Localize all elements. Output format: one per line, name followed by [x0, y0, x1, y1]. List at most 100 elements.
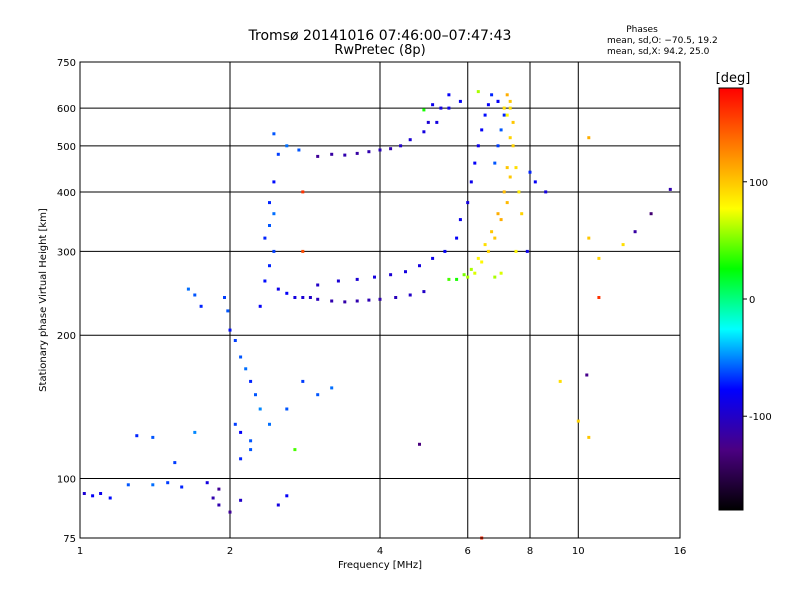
data-point — [668, 187, 672, 191]
data-point — [418, 442, 421, 446]
data-point — [505, 201, 509, 205]
data-point — [258, 304, 262, 308]
colorbar-label: [deg] — [716, 71, 751, 86]
data-point — [199, 304, 203, 308]
data-point — [408, 138, 412, 142]
data-point — [285, 494, 289, 498]
x-tick-label: 2 — [227, 546, 233, 557]
data-point — [576, 419, 580, 423]
data-point — [558, 379, 562, 383]
data-point — [211, 496, 215, 500]
data-point — [422, 290, 426, 294]
data-point — [490, 93, 494, 97]
data-point — [473, 271, 477, 275]
x-tick-label: 1 — [77, 546, 83, 557]
data-point — [447, 106, 451, 110]
colorbar-tick-label: 100 — [749, 178, 768, 189]
data-point — [499, 271, 503, 275]
data-point — [239, 498, 243, 502]
data-point — [476, 256, 480, 260]
data-point — [473, 161, 477, 165]
data-point — [263, 279, 267, 283]
data-point — [511, 120, 515, 124]
data-point — [193, 430, 197, 434]
data-point — [228, 510, 232, 514]
data-point — [276, 152, 280, 156]
data-point — [439, 106, 443, 110]
data-point — [493, 161, 497, 165]
data-point — [587, 236, 591, 240]
data-point — [389, 147, 393, 151]
data-point — [367, 150, 371, 154]
data-point — [525, 249, 529, 253]
data-point — [587, 435, 591, 439]
data-point — [493, 275, 497, 279]
data-point — [476, 90, 480, 94]
y-tick-label: 500 — [57, 142, 76, 153]
data-point — [99, 492, 103, 495]
data-point — [316, 297, 320, 301]
data-point — [496, 212, 500, 216]
data-point — [469, 180, 473, 184]
y-tick-label: 100 — [57, 475, 76, 486]
data-point — [404, 270, 407, 274]
chart-subtitle: RwPretec (8p) — [334, 43, 425, 58]
data-point — [431, 103, 435, 107]
grid-lines — [80, 62, 680, 538]
data-point — [514, 249, 518, 253]
data-point — [466, 275, 470, 279]
data-point — [316, 154, 320, 158]
data-point — [226, 309, 230, 313]
data-point — [422, 130, 426, 134]
data-point — [355, 277, 359, 281]
data-point — [186, 287, 190, 291]
data-point — [422, 108, 426, 112]
data-point — [649, 212, 653, 216]
data-point — [272, 212, 276, 216]
data-point — [508, 106, 512, 110]
data-point — [233, 422, 237, 426]
data-point — [239, 355, 243, 359]
data-point — [520, 212, 524, 216]
data-point — [394, 296, 398, 299]
data-point — [533, 180, 537, 184]
data-point — [254, 393, 257, 397]
data-point — [258, 407, 262, 411]
data-point — [151, 435, 155, 439]
data-point — [496, 144, 500, 148]
x-tick-label: 10 — [572, 546, 585, 557]
y-axis-ticks: 75 100 200 300 400 500 600 750 — [57, 58, 76, 545]
data-point — [597, 256, 601, 260]
colorbar — [718, 87, 744, 511]
data-point — [418, 264, 421, 268]
data-point — [316, 393, 320, 397]
data-point — [330, 152, 334, 156]
x-tick-label: 8 — [527, 546, 533, 557]
data-point — [293, 448, 297, 452]
data-point — [455, 277, 459, 281]
data-point — [135, 434, 139, 438]
data-point — [486, 103, 490, 107]
data-point — [285, 144, 289, 148]
data-point — [217, 487, 221, 491]
data-point — [505, 166, 509, 170]
data-point — [458, 99, 462, 103]
data-point — [517, 190, 521, 194]
data-point — [373, 275, 376, 279]
data-point — [435, 120, 439, 124]
x-tick-label: 6 — [465, 546, 471, 557]
data-point — [293, 296, 297, 299]
data-point — [355, 151, 359, 155]
data-point — [272, 132, 276, 136]
x-tick-label: 16 — [674, 546, 687, 557]
data-point — [378, 148, 382, 152]
y-axis-label: Stationary phase Virtual Height [km] — [38, 208, 49, 392]
data-point — [476, 144, 480, 148]
scatter-points — [82, 90, 672, 540]
y-tick-label: 75 — [63, 534, 76, 545]
data-point — [308, 296, 312, 299]
data-point — [502, 106, 506, 110]
data-point — [173, 461, 177, 465]
data-point — [193, 293, 197, 297]
data-point — [285, 291, 289, 295]
